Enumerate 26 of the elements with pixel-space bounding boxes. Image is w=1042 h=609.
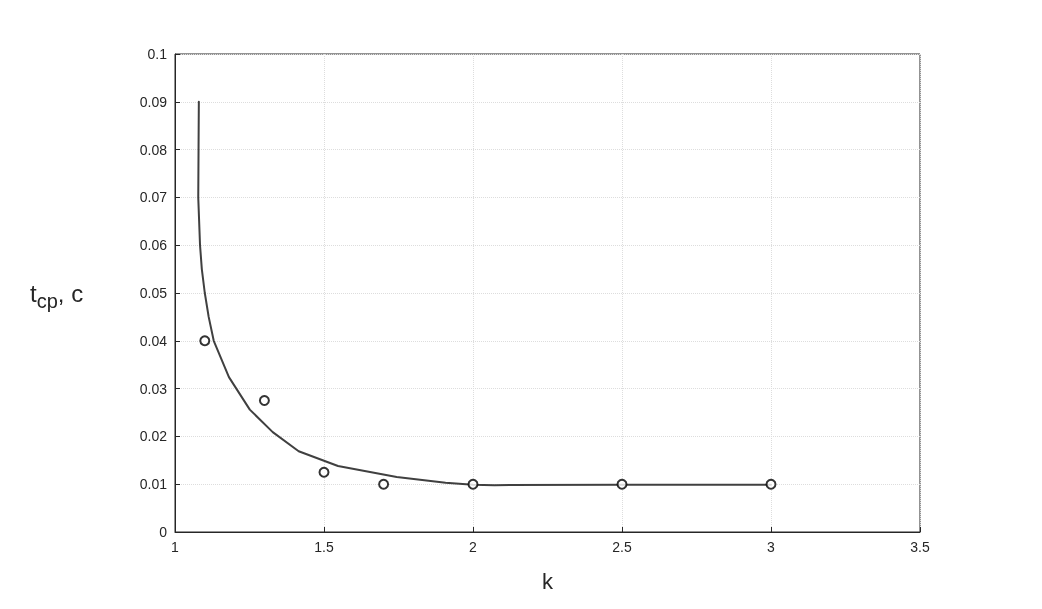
point — [467, 478, 479, 490]
point — [318, 466, 330, 478]
y-tick-label: 0.1 — [147, 46, 168, 62]
y-tick-label: 0.02 — [139, 428, 168, 445]
point — [199, 335, 211, 347]
x-tick-label: 3 — [767, 539, 776, 555]
point — [765, 478, 777, 490]
y-tick-label: 0.03 — [139, 380, 168, 397]
y-tick-label: 0.09 — [139, 93, 168, 110]
x-tick-label: 3.5 — [910, 539, 930, 555]
x-tick-label: 1 — [171, 539, 180, 555]
y-tick-label: 0 — [159, 524, 168, 540]
point — [616, 478, 628, 490]
y-tick-label: 0.06 — [139, 237, 168, 254]
point — [378, 478, 390, 490]
y-tick-label: 0.08 — [139, 141, 168, 158]
y-axis-title: t$_{cp}$, c — [30, 280, 84, 313]
point — [258, 395, 270, 407]
x-axis-title: k — [542, 568, 554, 594]
x-tick-label: 2.5 — [612, 539, 632, 555]
y-tick-label: 0.01 — [139, 476, 168, 493]
y-tick-label: 0.05 — [139, 285, 168, 301]
x-tick-label: 2 — [469, 539, 478, 555]
x-tick-label: 1.5 — [314, 539, 334, 555]
y-tick-label: 0.07 — [139, 189, 168, 206]
y-tick-label: 0.04 — [139, 332, 168, 349]
